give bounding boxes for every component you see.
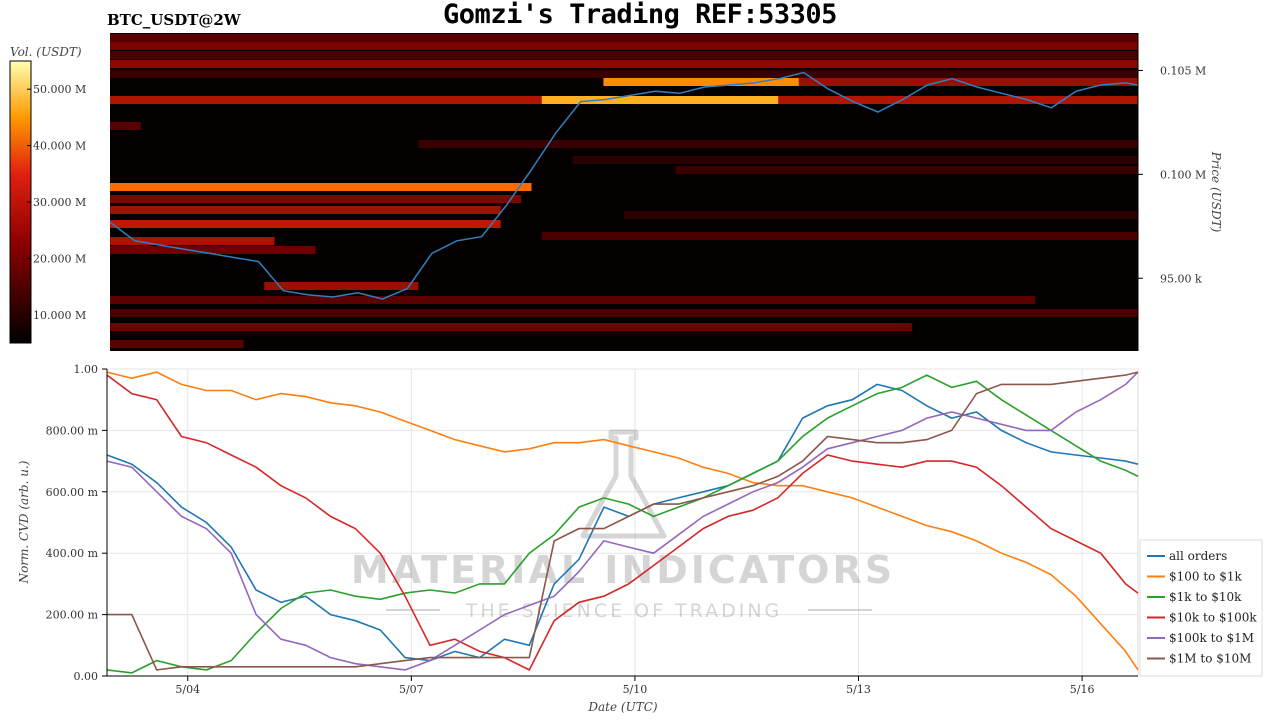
cvd-x-axis-label: Date (UTC) — [587, 700, 657, 714]
price-tick-label: 0.105 M — [1160, 64, 1206, 77]
heatmap-band — [603, 78, 1138, 86]
price-axis-label: Price (USDT) — [1209, 151, 1223, 233]
cvd-x-tick-label: 5/04 — [175, 683, 200, 696]
pair-label: BTC_USDT@2W — [107, 11, 241, 29]
flask-icon — [580, 429, 667, 539]
legend-entry: $10k to $100k — [1169, 611, 1257, 625]
heatmap-band — [110, 70, 1138, 78]
watermark-subtitle: THE SCIENCE OF TRADING — [465, 600, 783, 622]
heatmap-band — [110, 34, 1138, 42]
heatmap-band — [110, 60, 1138, 68]
cvd-plot-area — [106, 368, 1139, 677]
price-tick-label: 0.100 M — [1160, 168, 1206, 181]
cvd-y-tick-label: 600.00 m — [46, 486, 99, 499]
legend: all orders $100 to $1k $1k to $10k $10k to … — [1147, 549, 1257, 666]
heatmap-band — [110, 51, 1138, 59]
price-line — [109, 71, 1139, 300]
series-line--10k-to-100k — [106, 374, 1139, 671]
heatmap-band — [264, 282, 419, 290]
cvd-x-ticks: 5/04 5/07 5/10 5/13 5/16 — [175, 676, 1094, 696]
heatmap-band — [110, 206, 501, 214]
heatmap-band — [541, 96, 779, 104]
heatmap-band — [110, 42, 1138, 50]
watermark: MATERIAL INDICATORS THE SCIENCE OF TRADI… — [351, 429, 895, 622]
colorbar-label: Vol. (USDT) — [10, 45, 82, 59]
heatmap-band — [110, 296, 1036, 304]
heatmap-band — [624, 211, 1138, 219]
colorbar-tick-label: 30.000 M — [33, 196, 86, 209]
legend-entry: all orders — [1169, 549, 1227, 563]
heatmap-band — [110, 122, 141, 130]
colorbar-tick-label: 10.000 M — [33, 309, 86, 322]
cvd-series — [106, 371, 1139, 674]
cvd-y-ticks: 0.00 200.00 m 400.00 m 600.00 m 800.00 m 1.00 — [46, 363, 107, 683]
colorbar-tick-label: 50.000 M — [33, 83, 86, 96]
heatmap-band — [110, 220, 501, 228]
price-axis-ticks: 95.00 k 0.100 M 0.105 M — [1138, 64, 1206, 285]
cvd-y-tick-label: 200.00 m — [46, 609, 99, 622]
heatmap-band — [110, 340, 244, 348]
legend-entry: $100 to $1k — [1169, 570, 1242, 584]
colorbar-tick-label: 20.000 M — [33, 252, 86, 265]
cvd-x-tick-label: 5/07 — [399, 683, 424, 696]
cvd-x-tick-label: 5/10 — [623, 683, 648, 696]
cvd-x-tick-label: 5/16 — [1070, 683, 1095, 696]
heatmap-band — [603, 78, 799, 86]
heatmap-band — [110, 246, 316, 254]
heatmap-band — [110, 237, 275, 245]
price-tick-label: 95.00 k — [1160, 272, 1202, 285]
heatmap-band — [418, 140, 1138, 148]
heatmap-band — [110, 195, 522, 203]
heatmap-rows — [110, 34, 1138, 348]
legend-entry: $1M to $10M — [1169, 652, 1251, 666]
legend-entry: $1k to $10k — [1169, 590, 1242, 604]
heatmap-band — [572, 156, 1138, 164]
legend-entry: $100k to $1M — [1169, 631, 1254, 645]
series-line--100k-to-1m — [106, 371, 1139, 671]
heatmap-band — [541, 232, 1138, 240]
cvd-y-tick-label: 800.00 m — [46, 424, 99, 437]
heatmap-band — [675, 166, 1138, 174]
heatmap-band — [110, 323, 912, 331]
series-line--1k-to-10k — [106, 374, 1139, 674]
colorbar-ticks: 10.000 M 20.000 M 30.000 M 40.000 M 50.000 M — [27, 83, 86, 322]
series-line--1m-to-10m — [107, 371, 1139, 671]
heatmap-band — [110, 183, 532, 191]
watermark-title: MATERIAL INDICATORS — [351, 548, 895, 592]
legend-box — [1139, 539, 1263, 677]
cvd-y-tick-label: 1.00 — [74, 363, 99, 376]
heatmap-band — [110, 309, 1138, 317]
colorbar-tick-label: 40.000 M — [33, 140, 86, 153]
cvd-x-tick-label: 5/13 — [846, 683, 871, 696]
chart-title: Gomzi's Trading REF:53305 — [443, 0, 837, 30]
cvd-y-axis-label: Norm. CVD (arb. u.) — [17, 460, 31, 584]
cvd-y-tick-label: 400.00 m — [46, 547, 99, 560]
series-line--100-to-1k — [106, 371, 1139, 671]
cvd-y-tick-label: 0.00 — [74, 670, 99, 683]
